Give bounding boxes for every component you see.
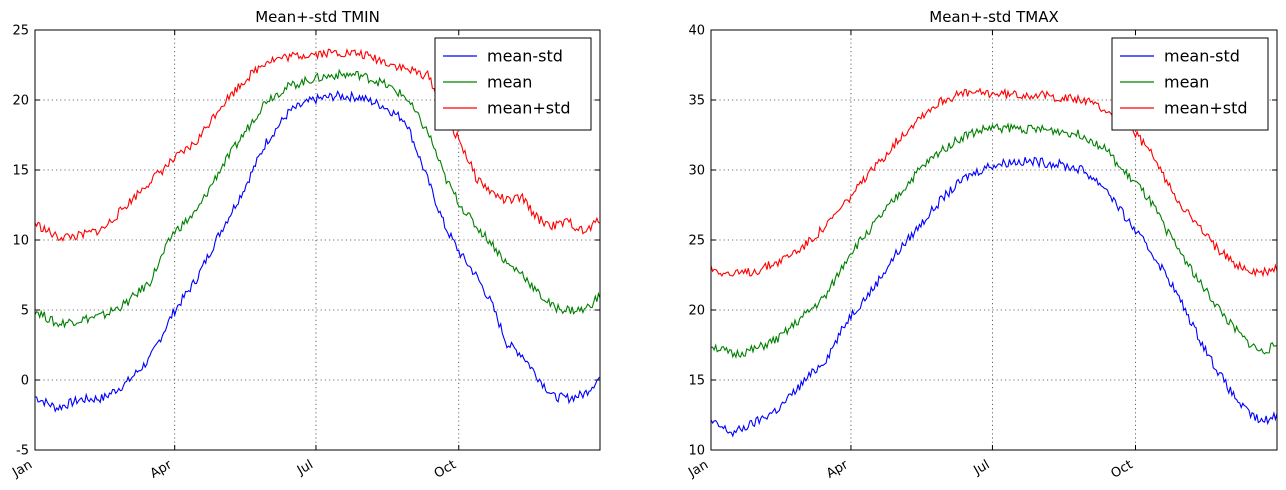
x-tick-label: Apr [824,457,852,482]
y-tick-label: 25 [688,234,705,249]
series-line-mean-std [710,156,1278,438]
y-tick-label: 5 [21,304,29,319]
legend-box [434,37,592,131]
y-tick-label: 35 [688,94,705,109]
series-line-mean-std [34,89,601,413]
series-line-mean [710,122,1278,359]
x-tick-label: Jul [294,457,316,478]
x-tick-label: Oct [432,457,459,481]
y-tick-label: 10 [12,234,29,249]
y-tick-label: 20 [688,304,705,319]
y-tick-label: 15 [688,374,705,389]
legend: mean-std mean mean+std [434,37,592,131]
chart-title: Mean+-std TMIN [255,8,380,26]
y-tick-label: 10 [688,444,705,459]
x-tick-label: Apr [148,457,176,482]
legend-label: mean+std [487,99,571,118]
legend-label: mean-std [487,47,563,66]
y-tick-label: 20 [12,94,29,109]
legend-box [1111,37,1269,131]
chart-panel-1: Mean+-std TMIN -5 0 5 10 15 20 25 Jan Apr Jul Oct me… [9,8,601,482]
y-tick-label: 0 [21,374,29,389]
legend-label: mean+std [1164,99,1248,118]
x-tick-label: Jan [685,457,711,481]
series-line-mean+std [34,47,601,243]
y-tick-label: 40 [688,24,705,39]
series-line-mean+std [710,87,1278,278]
series-line-mean [34,68,601,329]
y-tick-label: 25 [12,24,29,39]
plot-frame [710,29,1278,451]
x-tick-label: Jan [9,457,35,481]
legend-label: mean [487,73,532,92]
chart-panel-2: Mean+-std TMAX 10 15 20 25 30 35 40 Jan Apr Jul Oct… [685,8,1278,482]
x-tick-label: Jul [970,457,992,478]
chart-title: Mean+-std TMAX [929,8,1058,26]
y-tick-label: 30 [688,164,705,179]
y-tick-label: 15 [12,164,29,179]
legend: mean-std mean mean+std [1111,37,1269,131]
plot-frame [34,29,601,451]
y-tick-label: -5 [16,444,29,459]
legend-label: mean [1164,73,1209,92]
legend-label: mean-std [1164,47,1240,66]
x-tick-label: Oct [1109,457,1136,481]
